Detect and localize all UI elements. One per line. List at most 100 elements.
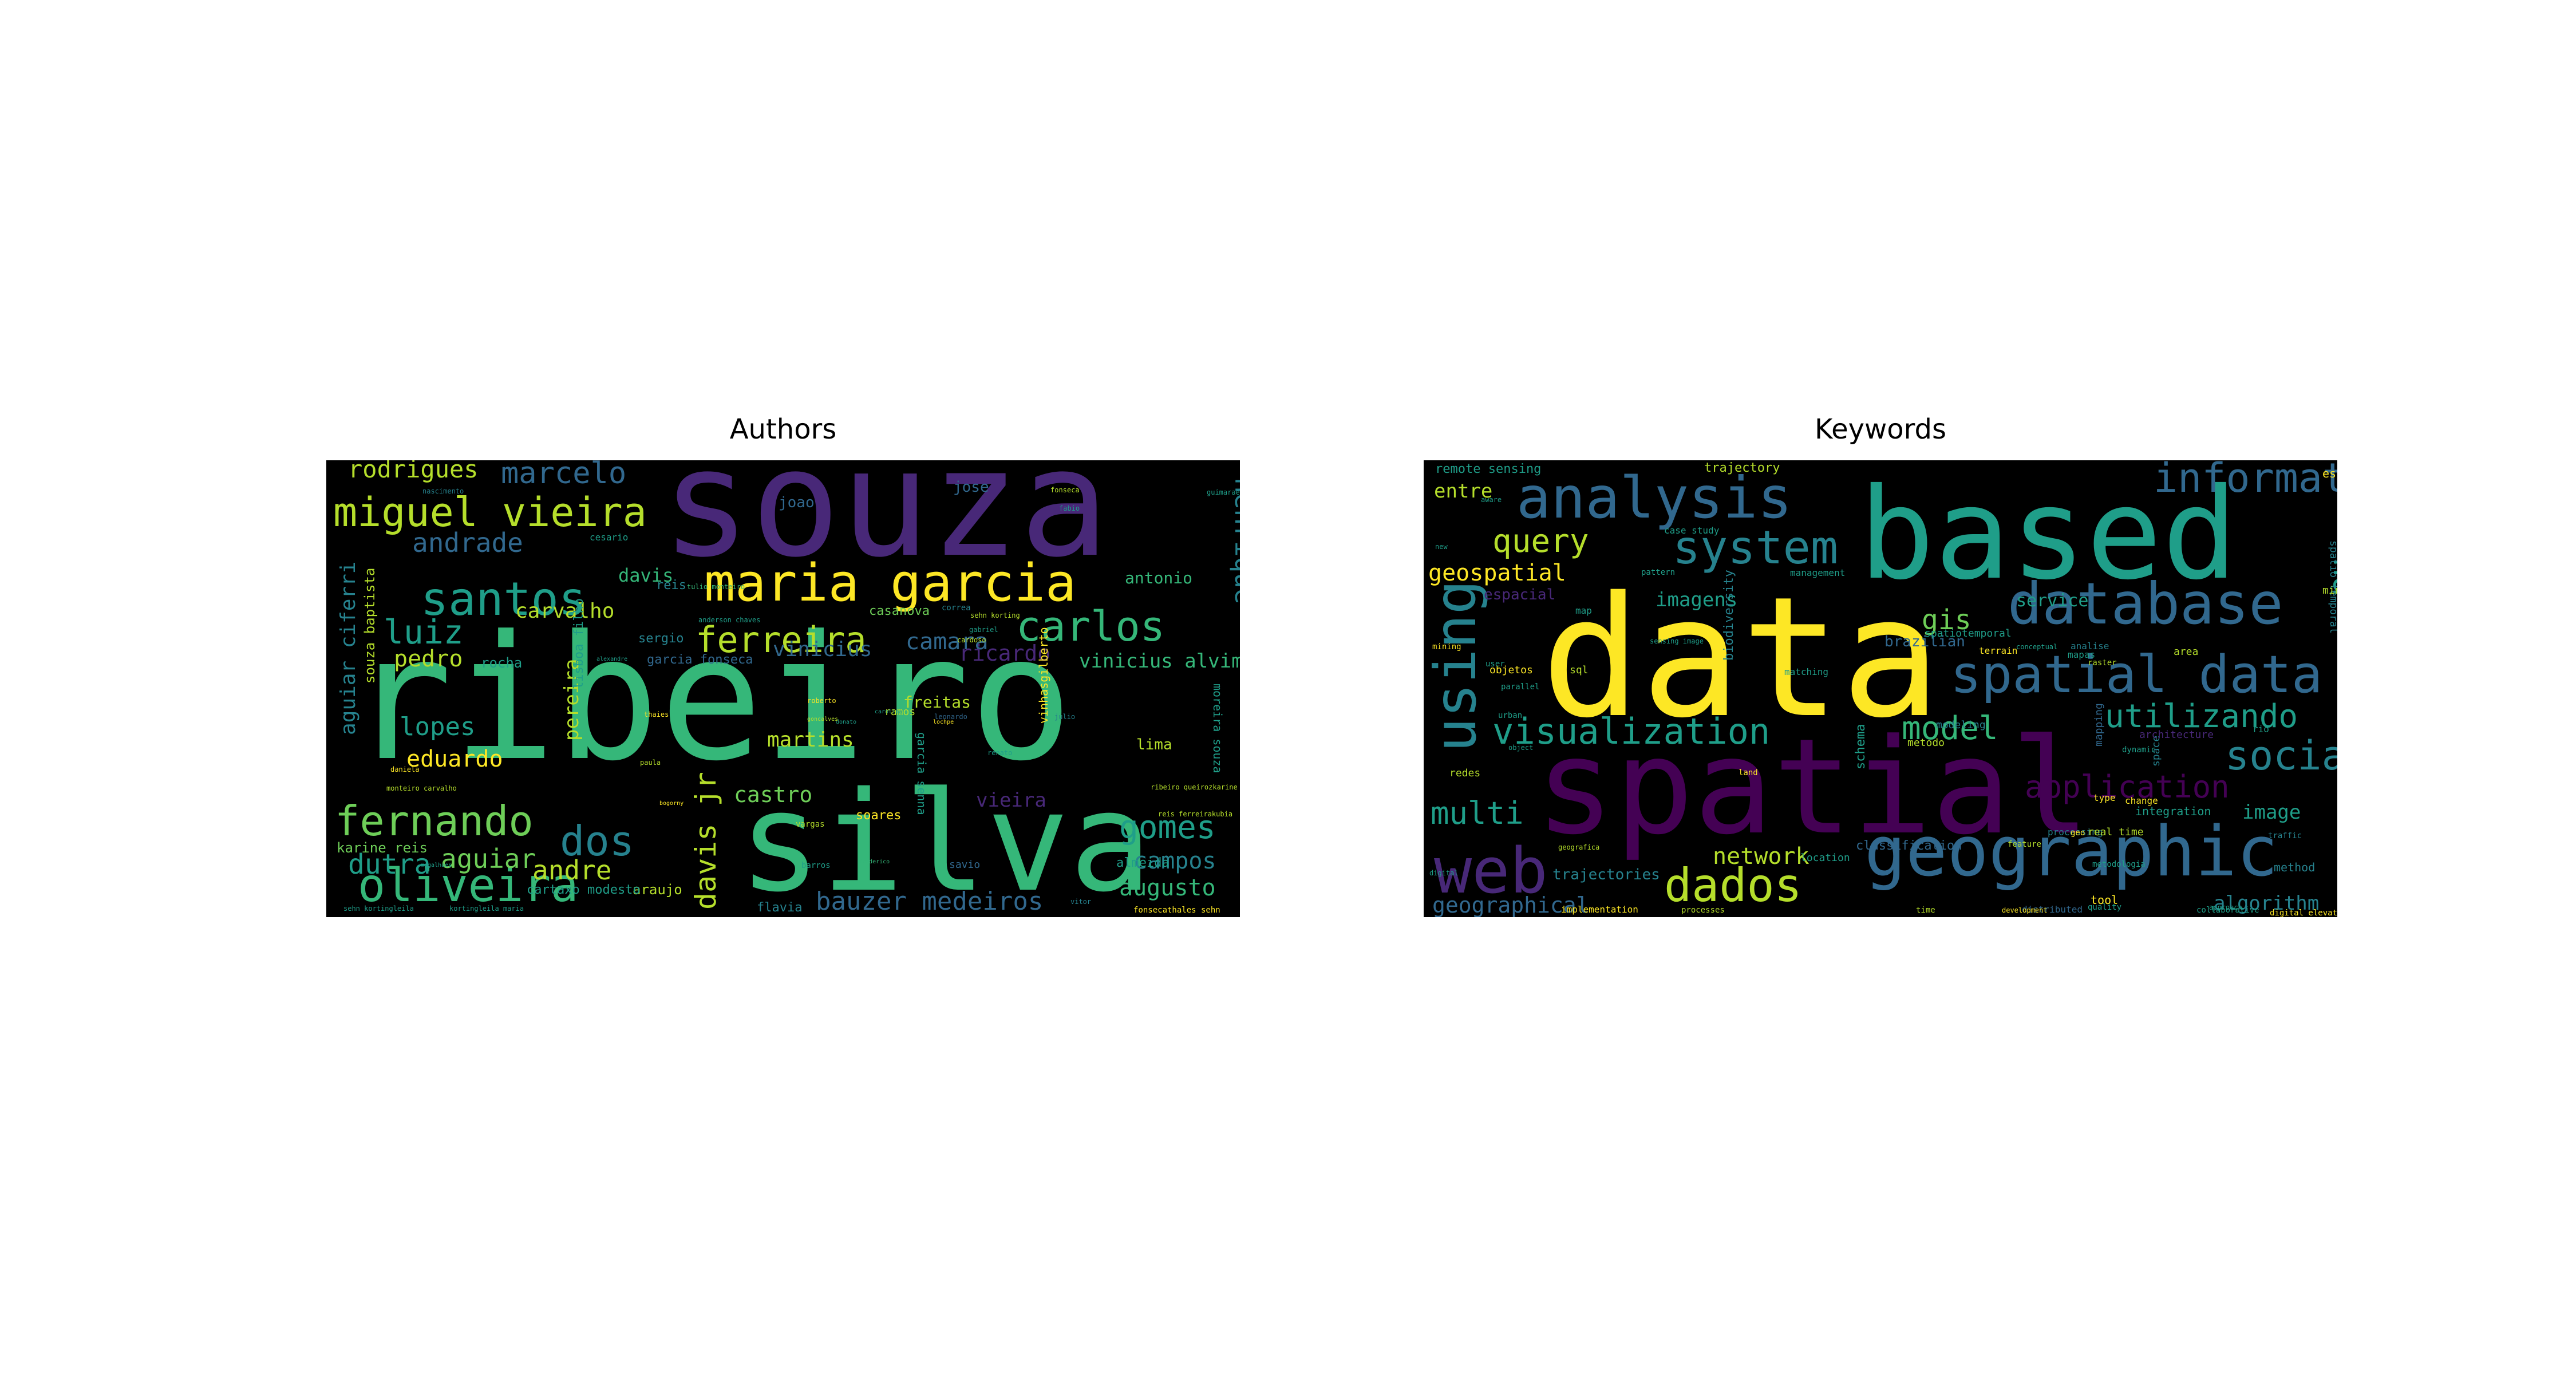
keyword-word-tool: tool <box>2091 893 2118 907</box>
keyword-word-case-study: case study <box>1664 525 1720 536</box>
keyword-word-model: model <box>1902 710 1998 747</box>
keyword-word-digital: digital <box>1429 869 1459 877</box>
author-word-lima: lima <box>1136 736 1172 753</box>
author-word-martins: martins <box>767 728 854 752</box>
keyword-word-object: object <box>1508 744 1533 752</box>
keyword-word-raster: raster <box>2088 658 2117 668</box>
author-word-carolina: carolina <box>875 709 902 715</box>
author-word-anderson-chaves: anderson chaves <box>698 616 760 624</box>
author-word-flavia: flavia <box>757 901 802 915</box>
keyword-word-spatio-temporal: spatio temporal <box>2328 540 2337 634</box>
keyword-word-social: social <box>2225 732 2337 779</box>
author-word-cartaxo-modesto: cartaxo modesto <box>527 883 641 897</box>
author-word-reis: reis <box>656 578 686 593</box>
keyword-word-mapas: mapas <box>2068 649 2095 660</box>
keyword-word-using: using <box>1424 580 1489 752</box>
keyword-word-data: data <box>1541 562 1941 755</box>
author-word-reis-ferreirakubia: reis ferreirakubia <box>1158 810 1232 818</box>
keyword-word-metodo: metodo <box>1907 737 1945 749</box>
keyword-word-trajectories: trajectories <box>1552 866 1660 883</box>
author-word-oliveira: oliveira <box>358 859 578 912</box>
author-word-ribeiro: ribeiro <box>349 599 1073 799</box>
keyword-word-feature: feature <box>2008 840 2041 849</box>
keyword-word-change: change <box>2125 795 2158 806</box>
keyword-word-web: web <box>1434 834 1548 907</box>
author-word-aguiar: aguiar <box>441 843 536 874</box>
author-word-jose: jose <box>953 479 989 496</box>
keyword-word-digital-elevation: digital elevation <box>2270 909 2337 917</box>
author-word-bauzer-medeiros: bauzer medeiros <box>816 887 1043 916</box>
keyword-word-urban: urban <box>1498 711 1522 720</box>
author-word-ribeiro-queirozkarine: ribeiro queirozkarine <box>1151 783 1238 791</box>
author-word-kortingleila-maria: kortingleila maria <box>449 905 524 913</box>
author-word-aguiar-ciferri: aguiar ciferri <box>337 562 360 735</box>
author-word-vieira: vieira <box>976 789 1046 812</box>
keyword-word-collaborative: collaborative <box>2196 906 2259 915</box>
keyword-word-mining: mining <box>1432 642 1461 652</box>
keyword-word-development: development <box>2002 906 2047 914</box>
author-word-nascimento: nascimento <box>422 487 464 495</box>
author-word-antonio: antonio <box>1125 568 1192 587</box>
keyword-word-dynamic: dynamic <box>2122 745 2156 755</box>
keyword-word-application: application <box>2025 769 2230 805</box>
keyword-word-management: management <box>1790 567 1845 578</box>
keyword-word-spatial-data: spatial data <box>1950 645 2322 705</box>
author-word-karine-reis: karine reis <box>337 840 428 856</box>
author-word-julio: julio <box>1054 713 1075 721</box>
author-word-soares: soares <box>856 808 901 823</box>
keyword-word-imagens: imagens <box>1656 589 1737 611</box>
keyword-word-algorithm: algorithm <box>2214 892 2319 915</box>
author-word-bogorny: bogorny <box>659 800 683 807</box>
keyword-word-image: image <box>2242 801 2301 824</box>
author-word-gomes: gomes <box>1119 809 1216 846</box>
keyword-word-integration: integration <box>2135 804 2211 818</box>
author-word-fabio: fabio <box>1059 504 1080 512</box>
author-word-donato: donato <box>836 719 856 725</box>
author-word-lochpe: lochpe <box>933 719 954 725</box>
author-word-daniela: daniela <box>390 765 420 773</box>
author-word-souza: souza <box>661 460 1109 590</box>
author-word-andre: andre <box>532 855 611 886</box>
keyword-word-analise: analise <box>2071 641 2109 652</box>
keyword-word-location: location <box>1800 852 1850 864</box>
author-word-castro: castro <box>734 782 812 807</box>
author-word-almeida: almeida <box>1116 856 1170 870</box>
author-word-pedro: pedro <box>394 646 463 672</box>
author-word-ricardo: ricardo <box>959 641 1050 666</box>
keyword-word-spatiotemporal: spatiotemporal <box>1925 627 2012 639</box>
keyword-word-espacial: espacial <box>1484 586 1555 603</box>
keyword-word-classification: classification <box>1856 839 1962 853</box>
author-word-lopes: lopes <box>400 712 475 741</box>
keyword-word-dados: dados <box>1664 859 1802 912</box>
keyword-word-land: land <box>1739 768 1758 777</box>
keyword-word-approach: approach <box>2209 903 2242 911</box>
author-word-henrique: henrique <box>1229 477 1240 605</box>
keyword-word-minas: minas <box>2322 585 2337 597</box>
keyword-word-geografica: geografica <box>1558 843 1599 851</box>
author-word-dutra: dutra <box>348 848 431 881</box>
keyword-word-distributed: distributed <box>2022 904 2083 915</box>
author-word-freitas: freitas <box>903 693 971 712</box>
author-word-thaies: thaies <box>644 710 669 718</box>
author-word-joao: joao <box>779 494 815 511</box>
keyword-word-visualization: visualization <box>1492 710 1770 752</box>
keyword-word-traffic: traffic <box>2268 831 2302 840</box>
author-word-garcia-senna: garcia senna <box>915 732 929 815</box>
keyword-word-quality: quality <box>2088 903 2121 912</box>
keyword-word-remote-sensing: remote sensing <box>1435 462 1541 476</box>
keyword-word-time: time <box>1916 906 1935 915</box>
keyword-word-geographic: geographic <box>1864 812 2278 892</box>
keyword-word-geo: geo <box>2071 828 2085 838</box>
keyword-word-multi: multi <box>1431 795 1524 831</box>
keyword-word-information: information <box>2154 460 2337 502</box>
author-word-andrade: andrade <box>412 527 523 558</box>
keyword-word-map: map <box>1575 605 1592 616</box>
author-word-vargas: vargas <box>796 820 825 829</box>
keyword-word-implementation: implementation <box>1561 904 1638 915</box>
keyword-word-system: system <box>1673 521 1838 574</box>
author-word-vinicius-alvim: vinicius alvim <box>1079 650 1240 673</box>
author-word-gabriel: gabriel <box>969 626 998 634</box>
keyword-word-user: user <box>1485 660 1505 669</box>
keyword-word-processes: processes <box>1681 906 1725 915</box>
